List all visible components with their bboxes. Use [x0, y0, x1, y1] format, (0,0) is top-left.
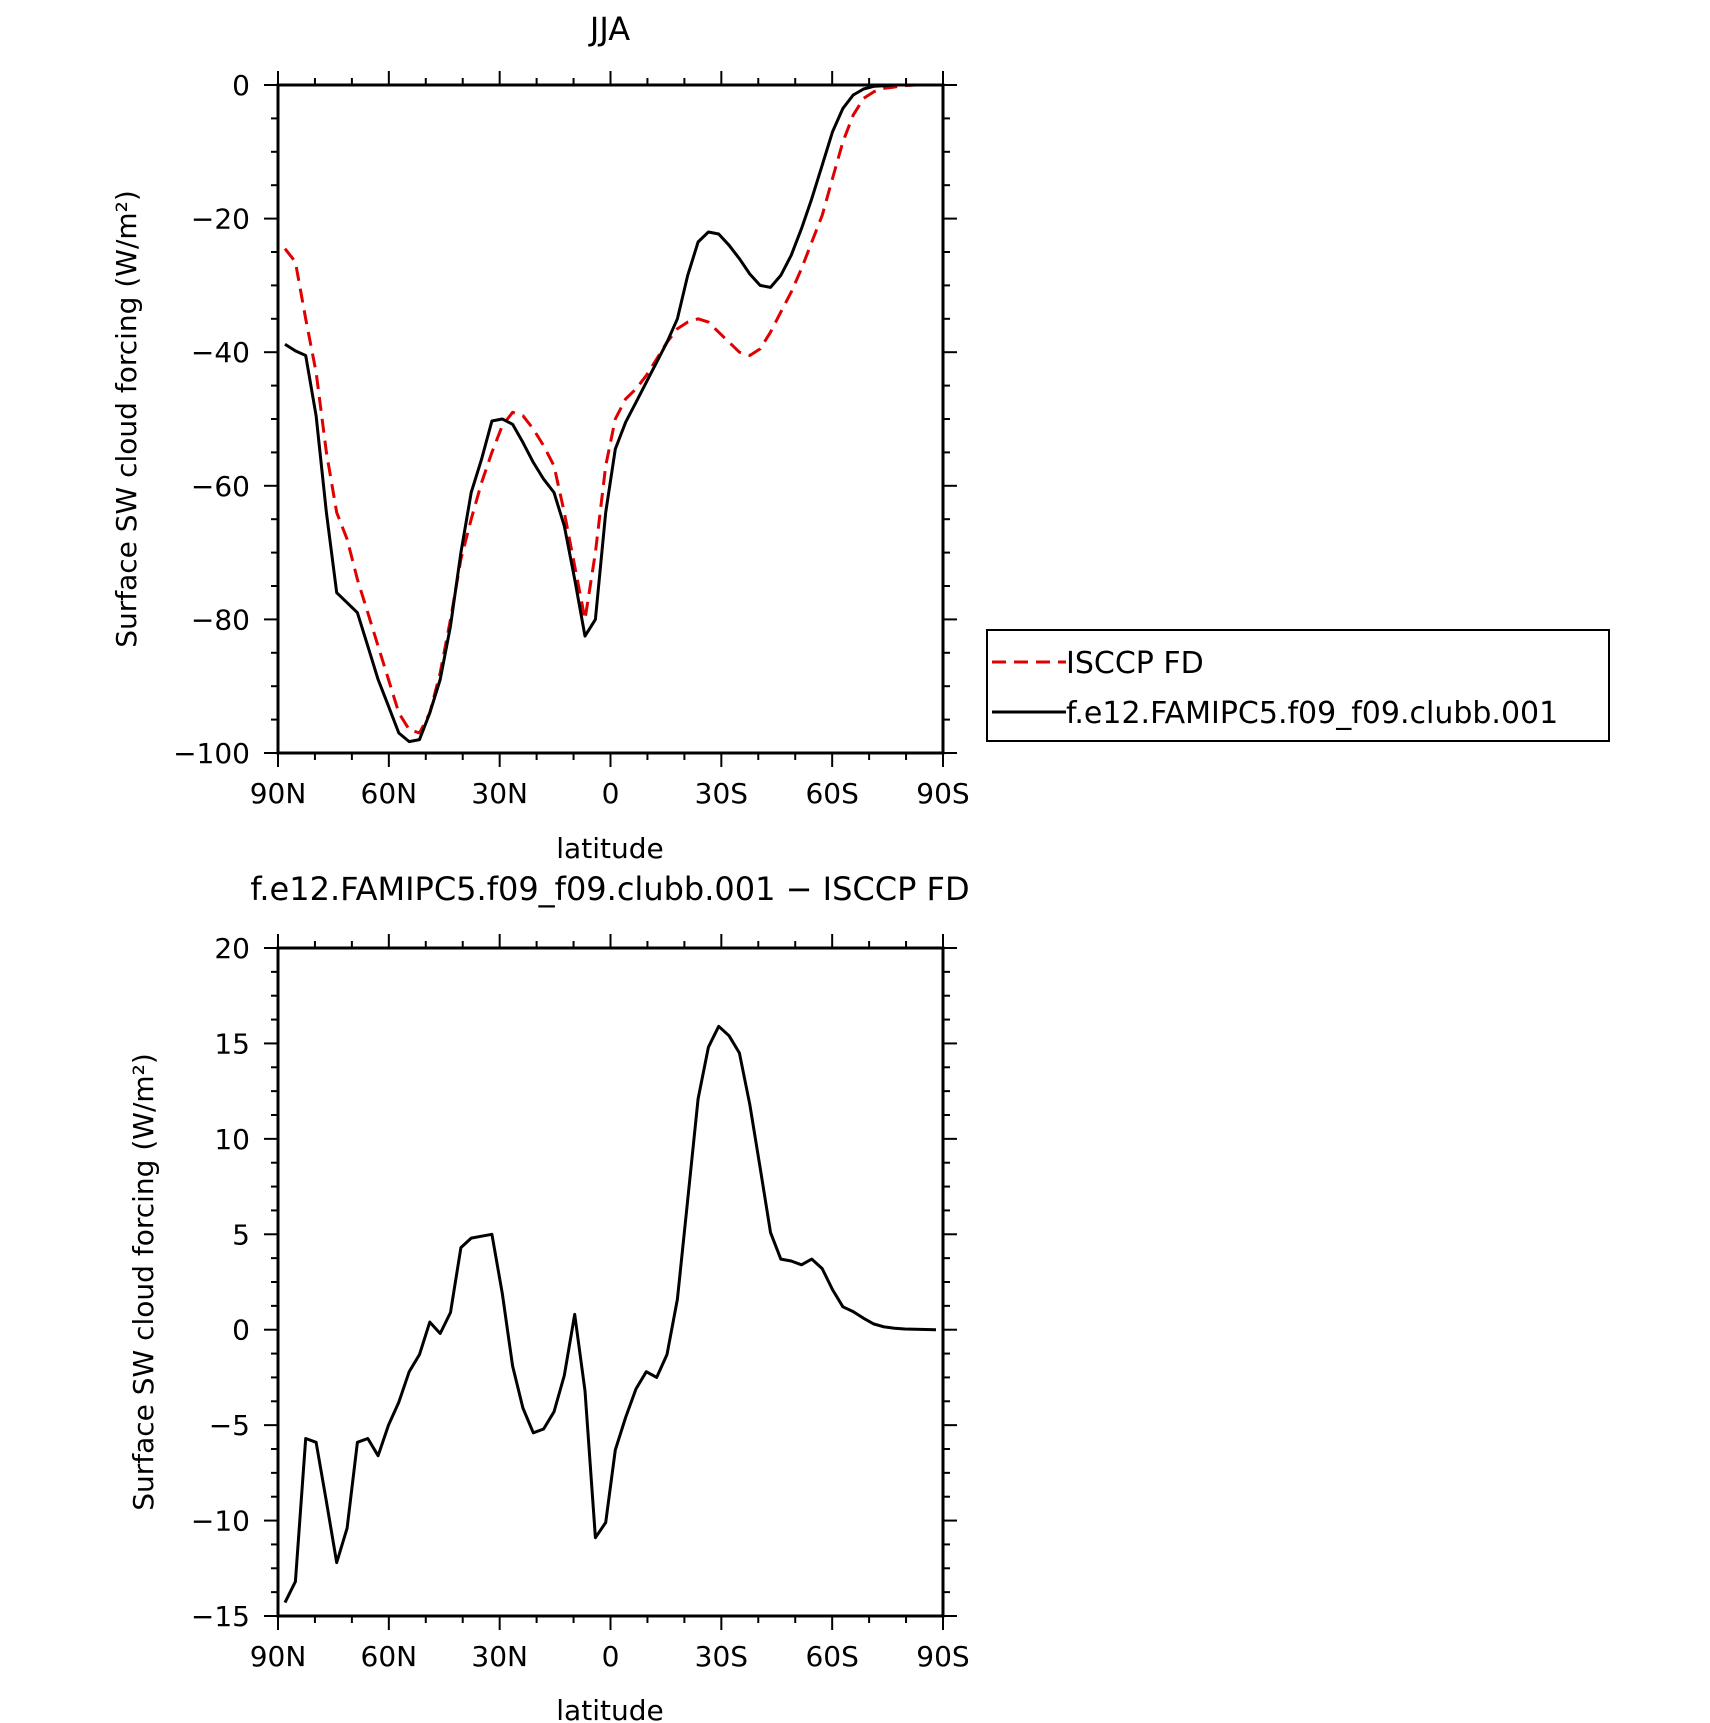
series-line-isccp — [283, 83, 936, 735]
axis-ticks: 90N 60N 30N 0 30S 60S 90S 20 15 10 5 0 −5 −10 −15 — [191, 932, 970, 1673]
x-tick-label: 60N — [361, 777, 418, 810]
legend-label-isccp: ISCCP FD — [1066, 646, 1204, 681]
legend-box — [986, 629, 1610, 742]
y-tick-label: −100 — [173, 737, 250, 770]
x-tick-label: 90S — [916, 777, 969, 810]
y-tick-label: 5 — [232, 1218, 250, 1251]
x-tick-label: 0 — [602, 1640, 620, 1673]
series-line-model — [284, 83, 936, 744]
x-tick-label: 90N — [250, 1640, 307, 1673]
x-tick-label: 60S — [805, 777, 858, 810]
chart-panel-bottom: f.e12.FAMIPC5.f09_f09.clubb.001 − ISCCP … — [127, 870, 970, 1723]
y-tick-label: −80 — [191, 603, 250, 636]
x-axis-label: latitude — [556, 832, 663, 865]
y-tick-label: −20 — [191, 203, 250, 236]
y-tick-label: −5 — [209, 1409, 250, 1442]
chart-title: JJA — [588, 10, 630, 48]
x-tick-label: 90N — [250, 777, 307, 810]
x-axis-label: latitude — [556, 1694, 663, 1723]
chart-title: f.e12.FAMIPC5.f09_f09.clubb.001 − ISCCP … — [250, 870, 969, 908]
legend: ISCCP FD f.e12.FAMIPC5.f09_f09.clubb.001 — [986, 629, 1610, 742]
x-tick-label: 30S — [695, 1640, 748, 1673]
chart-panel-top: JJA 90N 60N 30N 0 30S 60S 90S 0 −20 −40 −60 −80 −100… — [110, 10, 1610, 865]
y-axis-label: Surface SW cloud forcing (W/m²) — [127, 1053, 160, 1511]
x-tick-label: 90S — [916, 1640, 969, 1673]
plot-frame — [276, 946, 945, 1618]
x-tick-label: 60N — [361, 1640, 418, 1673]
y-tick-label: 0 — [232, 69, 250, 102]
y-tick-label: 15 — [214, 1027, 250, 1060]
x-tick-label: 0 — [602, 777, 620, 810]
y-tick-label: 0 — [232, 1314, 250, 1347]
y-tick-label: 20 — [214, 932, 250, 965]
y-tick-label: −60 — [191, 470, 250, 503]
y-axis-label: Surface SW cloud forcing (W/m²) — [110, 190, 143, 648]
x-tick-label: 30N — [471, 777, 528, 810]
x-tick-label: 30N — [471, 1640, 528, 1673]
y-tick-label: 10 — [214, 1123, 250, 1156]
plot-frame — [276, 83, 945, 755]
legend-label-model: f.e12.FAMIPC5.f09_f09.clubb.001 — [1066, 696, 1558, 731]
series-group — [283, 1024, 937, 1604]
axis-ticks: 90N 60N 30N 0 30S 60S 90S 0 −20 −40 −60 −80 −100 — [173, 69, 970, 810]
x-tick-label: 60S — [805, 1640, 858, 1673]
y-tick-label: −15 — [191, 1600, 250, 1633]
series-line-model — [283, 1024, 937, 1604]
series-group — [283, 83, 936, 744]
y-tick-label: −40 — [191, 336, 250, 369]
x-tick-label: 30S — [695, 777, 748, 810]
y-tick-label: −10 — [191, 1505, 250, 1538]
